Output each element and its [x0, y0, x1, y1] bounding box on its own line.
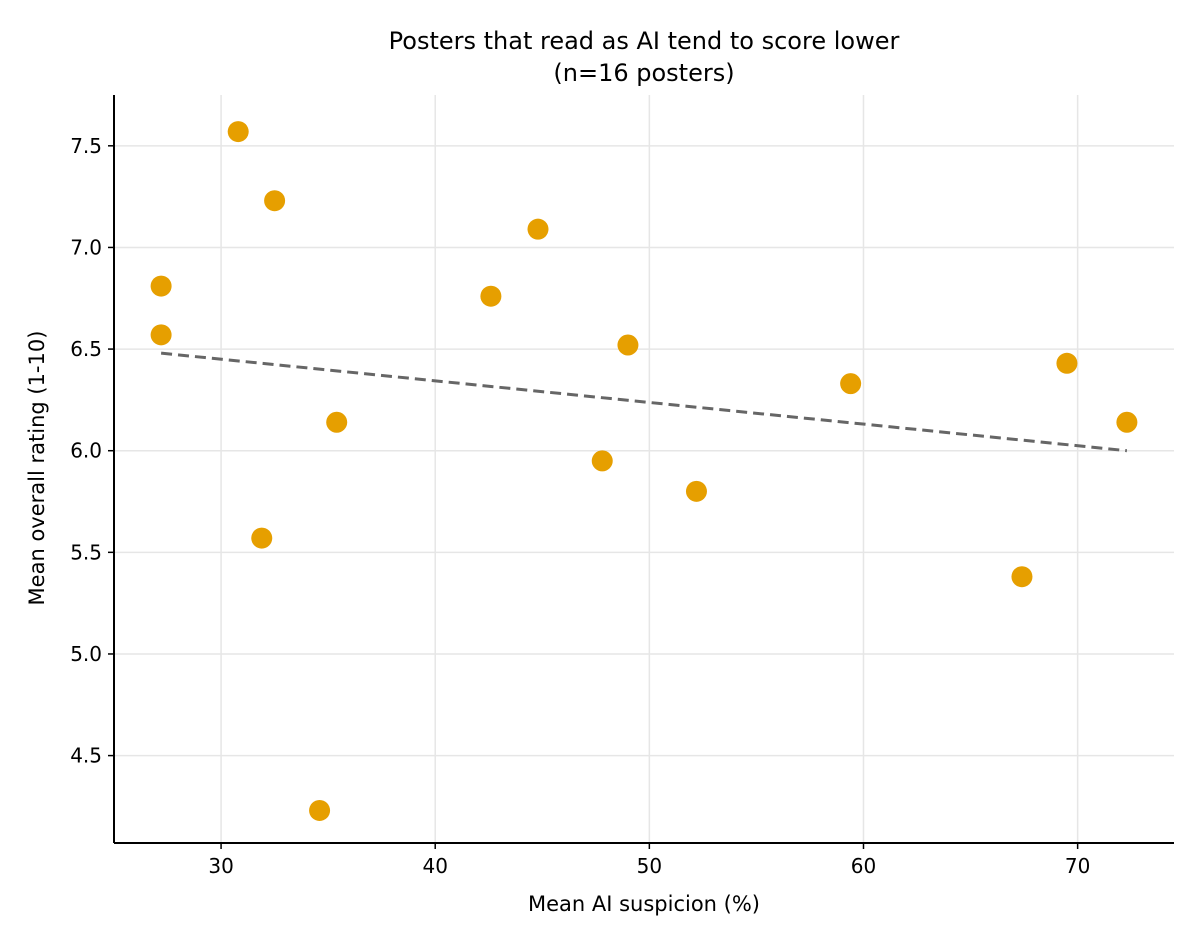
- trend-line: [160, 351, 1128, 453]
- y-tick-label: 4.5: [70, 744, 102, 768]
- data-point: [1116, 411, 1138, 433]
- grid-layer: [114, 95, 1174, 843]
- chart-subtitle: (n=16 posters): [553, 59, 734, 87]
- data-point: [840, 373, 862, 395]
- data-point: [227, 121, 249, 143]
- data-point: [309, 799, 331, 821]
- data-point: [527, 218, 549, 240]
- y-tick-label: 5.5: [70, 540, 102, 564]
- data-point: [617, 334, 639, 356]
- x-tick-label: 50: [637, 854, 662, 878]
- x-tick-label: 40: [422, 854, 447, 878]
- data-point: [1056, 352, 1078, 374]
- points-layer: [150, 121, 1138, 821]
- x-tick-label: 30: [208, 854, 233, 878]
- x-tick-label: 70: [1065, 854, 1090, 878]
- trend-layer: [160, 351, 1128, 453]
- x-axis-label: Mean AI suspicion (%): [528, 892, 760, 916]
- axes-layer: 30 40 50 60 70 4.5 5.0 5.5 6.0 6.5 7.0 7.5: [70, 95, 1174, 878]
- data-point: [264, 190, 286, 212]
- data-point: [591, 450, 613, 472]
- data-point: [326, 411, 348, 433]
- y-tick-label: 7.5: [70, 134, 102, 158]
- data-point: [251, 527, 273, 549]
- chart-title: Posters that read as AI tend to score lo…: [389, 27, 900, 55]
- data-point: [1011, 566, 1033, 588]
- y-tick-label: 6.5: [70, 337, 102, 361]
- y-tick-label: 7.0: [70, 235, 102, 259]
- y-axis-label: Mean overall rating (1-10): [25, 331, 49, 606]
- y-tick-label: 5.0: [70, 642, 102, 666]
- data-point: [480, 285, 502, 307]
- y-tick-label: 6.0: [70, 439, 102, 463]
- data-point: [150, 324, 172, 346]
- data-point: [150, 275, 172, 297]
- x-tick-label: 60: [851, 854, 876, 878]
- data-point: [685, 480, 707, 502]
